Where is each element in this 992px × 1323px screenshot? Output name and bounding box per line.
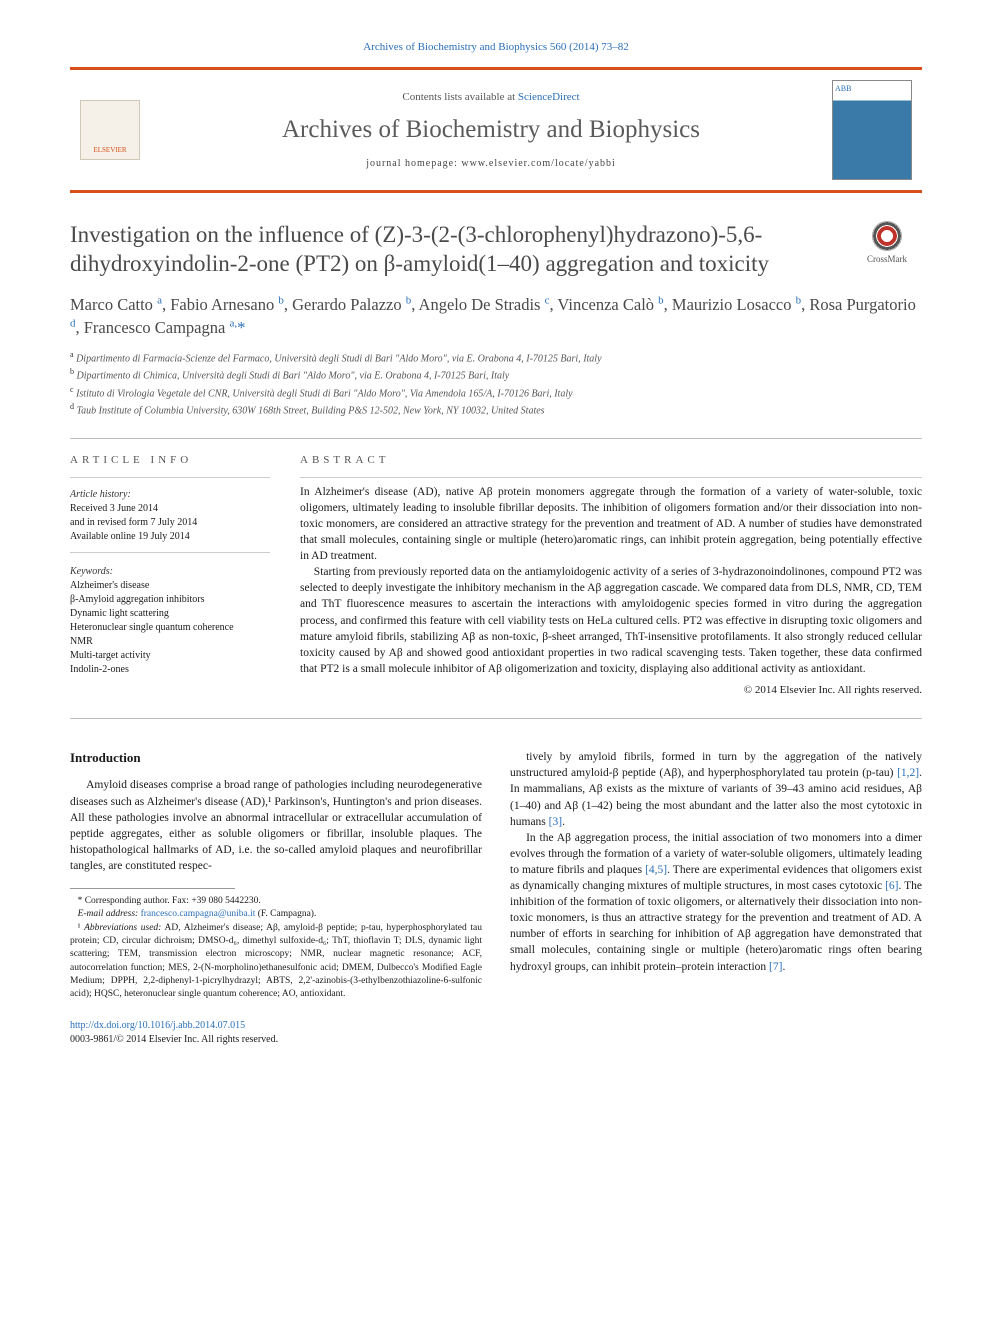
history-line: and in revised form 7 July 2014 — [70, 516, 270, 530]
abstract-copyright: © 2014 Elsevier Inc. All rights reserved… — [300, 683, 922, 698]
abstract-paragraph: Starting from previously reported data o… — [300, 564, 922, 677]
abstract-heading: abstract — [300, 453, 922, 468]
author-email-link[interactable]: francesco.campagna@uniba.it — [141, 909, 256, 919]
article-info-panel: article info Article history: Received 3… — [70, 453, 270, 698]
body-columns: Introduction Amyloid diseases comprise a… — [70, 749, 922, 1047]
affiliation-line: d Taub Institute of Columbia University,… — [70, 401, 922, 418]
sd-prefix: Contents lists available at — [402, 91, 517, 103]
doi-block: http://dx.doi.org/10.1016/j.abb.2014.07.… — [70, 1019, 482, 1047]
keyword: Dynamic light scattering — [70, 607, 270, 621]
abbreviations-note: ¹ Abbreviations used: AD, Alzheimer's di… — [70, 922, 482, 1002]
intro-para-1b: tively by amyloid fibrils, formed in tur… — [510, 749, 922, 829]
intro-para-2: In the Aβ aggregation process, the initi… — [510, 830, 922, 975]
keyword: Heteronuclear single quantum coherence — [70, 621, 270, 635]
history-lines: Received 3 June 2014and in revised form … — [70, 502, 270, 544]
affiliations-list: a Dipartimento di Farmacia-Scienze del F… — [70, 349, 922, 418]
author-list: Marco Catto a, Fabio Arnesano b, Gerardo… — [70, 293, 922, 339]
intro-para-1a: Amyloid diseases comprise a broad range … — [70, 777, 482, 874]
article-title: Investigation on the influence of (Z)-3-… — [70, 221, 852, 279]
section-divider — [70, 718, 922, 719]
journal-masthead: ELSEVIER Contents lists available at Sci… — [70, 67, 922, 193]
journal-cover-icon: ABB — [832, 80, 912, 180]
doi-link[interactable]: http://dx.doi.org/10.1016/j.abb.2014.07.… — [70, 1020, 245, 1031]
sciencedirect-line: Contents lists available at ScienceDirec… — [150, 90, 832, 105]
keyword: Multi-target activity — [70, 649, 270, 663]
elsevier-logo-icon: ELSEVIER — [80, 100, 140, 160]
journal-homepage: journal homepage: www.elsevier.com/locat… — [150, 157, 832, 171]
history-label: Article history: — [70, 488, 270, 502]
article-info-heading: article info — [70, 453, 270, 468]
affiliation-line: b Dipartimento di Chimica, Università de… — [70, 366, 922, 383]
keyword-lines: Alzheimer's diseaseβ-Amyloid aggregation… — [70, 579, 270, 677]
email-who: (F. Campagna). — [255, 909, 316, 919]
journal-title: Archives of Biochemistry and Biophysics — [150, 112, 832, 147]
crossmark-icon — [872, 221, 902, 251]
crossmark-label: CrossMark — [867, 254, 907, 264]
affiliation-line: c Istituto di Virologia Vegetale del CNR… — [70, 384, 922, 401]
crossmark-badge[interactable]: CrossMark — [852, 221, 922, 266]
email-note: E-mail address: francesco.campagna@uniba… — [70, 908, 482, 921]
corresponding-author-note: * Corresponding author. Fax: +39 080 544… — [70, 895, 482, 908]
issue-reference: Archives of Biochemistry and Biophysics … — [70, 40, 922, 55]
sciencedirect-link[interactable]: ScienceDirect — [518, 91, 580, 103]
keyword: β-Amyloid aggregation inhibitors — [70, 593, 270, 607]
keyword: Indolin-2-ones — [70, 663, 270, 677]
issue-reference-link[interactable]: Archives of Biochemistry and Biophysics … — [363, 41, 629, 53]
history-line: Received 3 June 2014 — [70, 502, 270, 516]
abstract-panel: abstract In Alzheimer's disease (AD), na… — [300, 453, 922, 698]
issn-copyright: 0003-9861/© 2014 Elsevier Inc. All right… — [70, 1034, 278, 1045]
intro-heading: Introduction — [70, 749, 482, 767]
journal-cover-wrap: ABB — [832, 80, 922, 180]
abstract-text: In Alzheimer's disease (AD), native Aβ p… — [300, 484, 922, 677]
keyword: NMR — [70, 635, 270, 649]
keyword: Alzheimer's disease — [70, 579, 270, 593]
keywords-label: Keywords: — [70, 565, 270, 579]
affiliation-line: a Dipartimento di Farmacia-Scienze del F… — [70, 349, 922, 366]
abstract-paragraph: In Alzheimer's disease (AD), native Aβ p… — [300, 484, 922, 564]
section-divider — [70, 438, 922, 439]
footnote-rule — [70, 888, 235, 889]
email-label: E-mail address: — [78, 909, 141, 919]
publisher-logo-wrap: ELSEVIER — [70, 100, 150, 160]
history-line: Available online 19 July 2014 — [70, 530, 270, 544]
